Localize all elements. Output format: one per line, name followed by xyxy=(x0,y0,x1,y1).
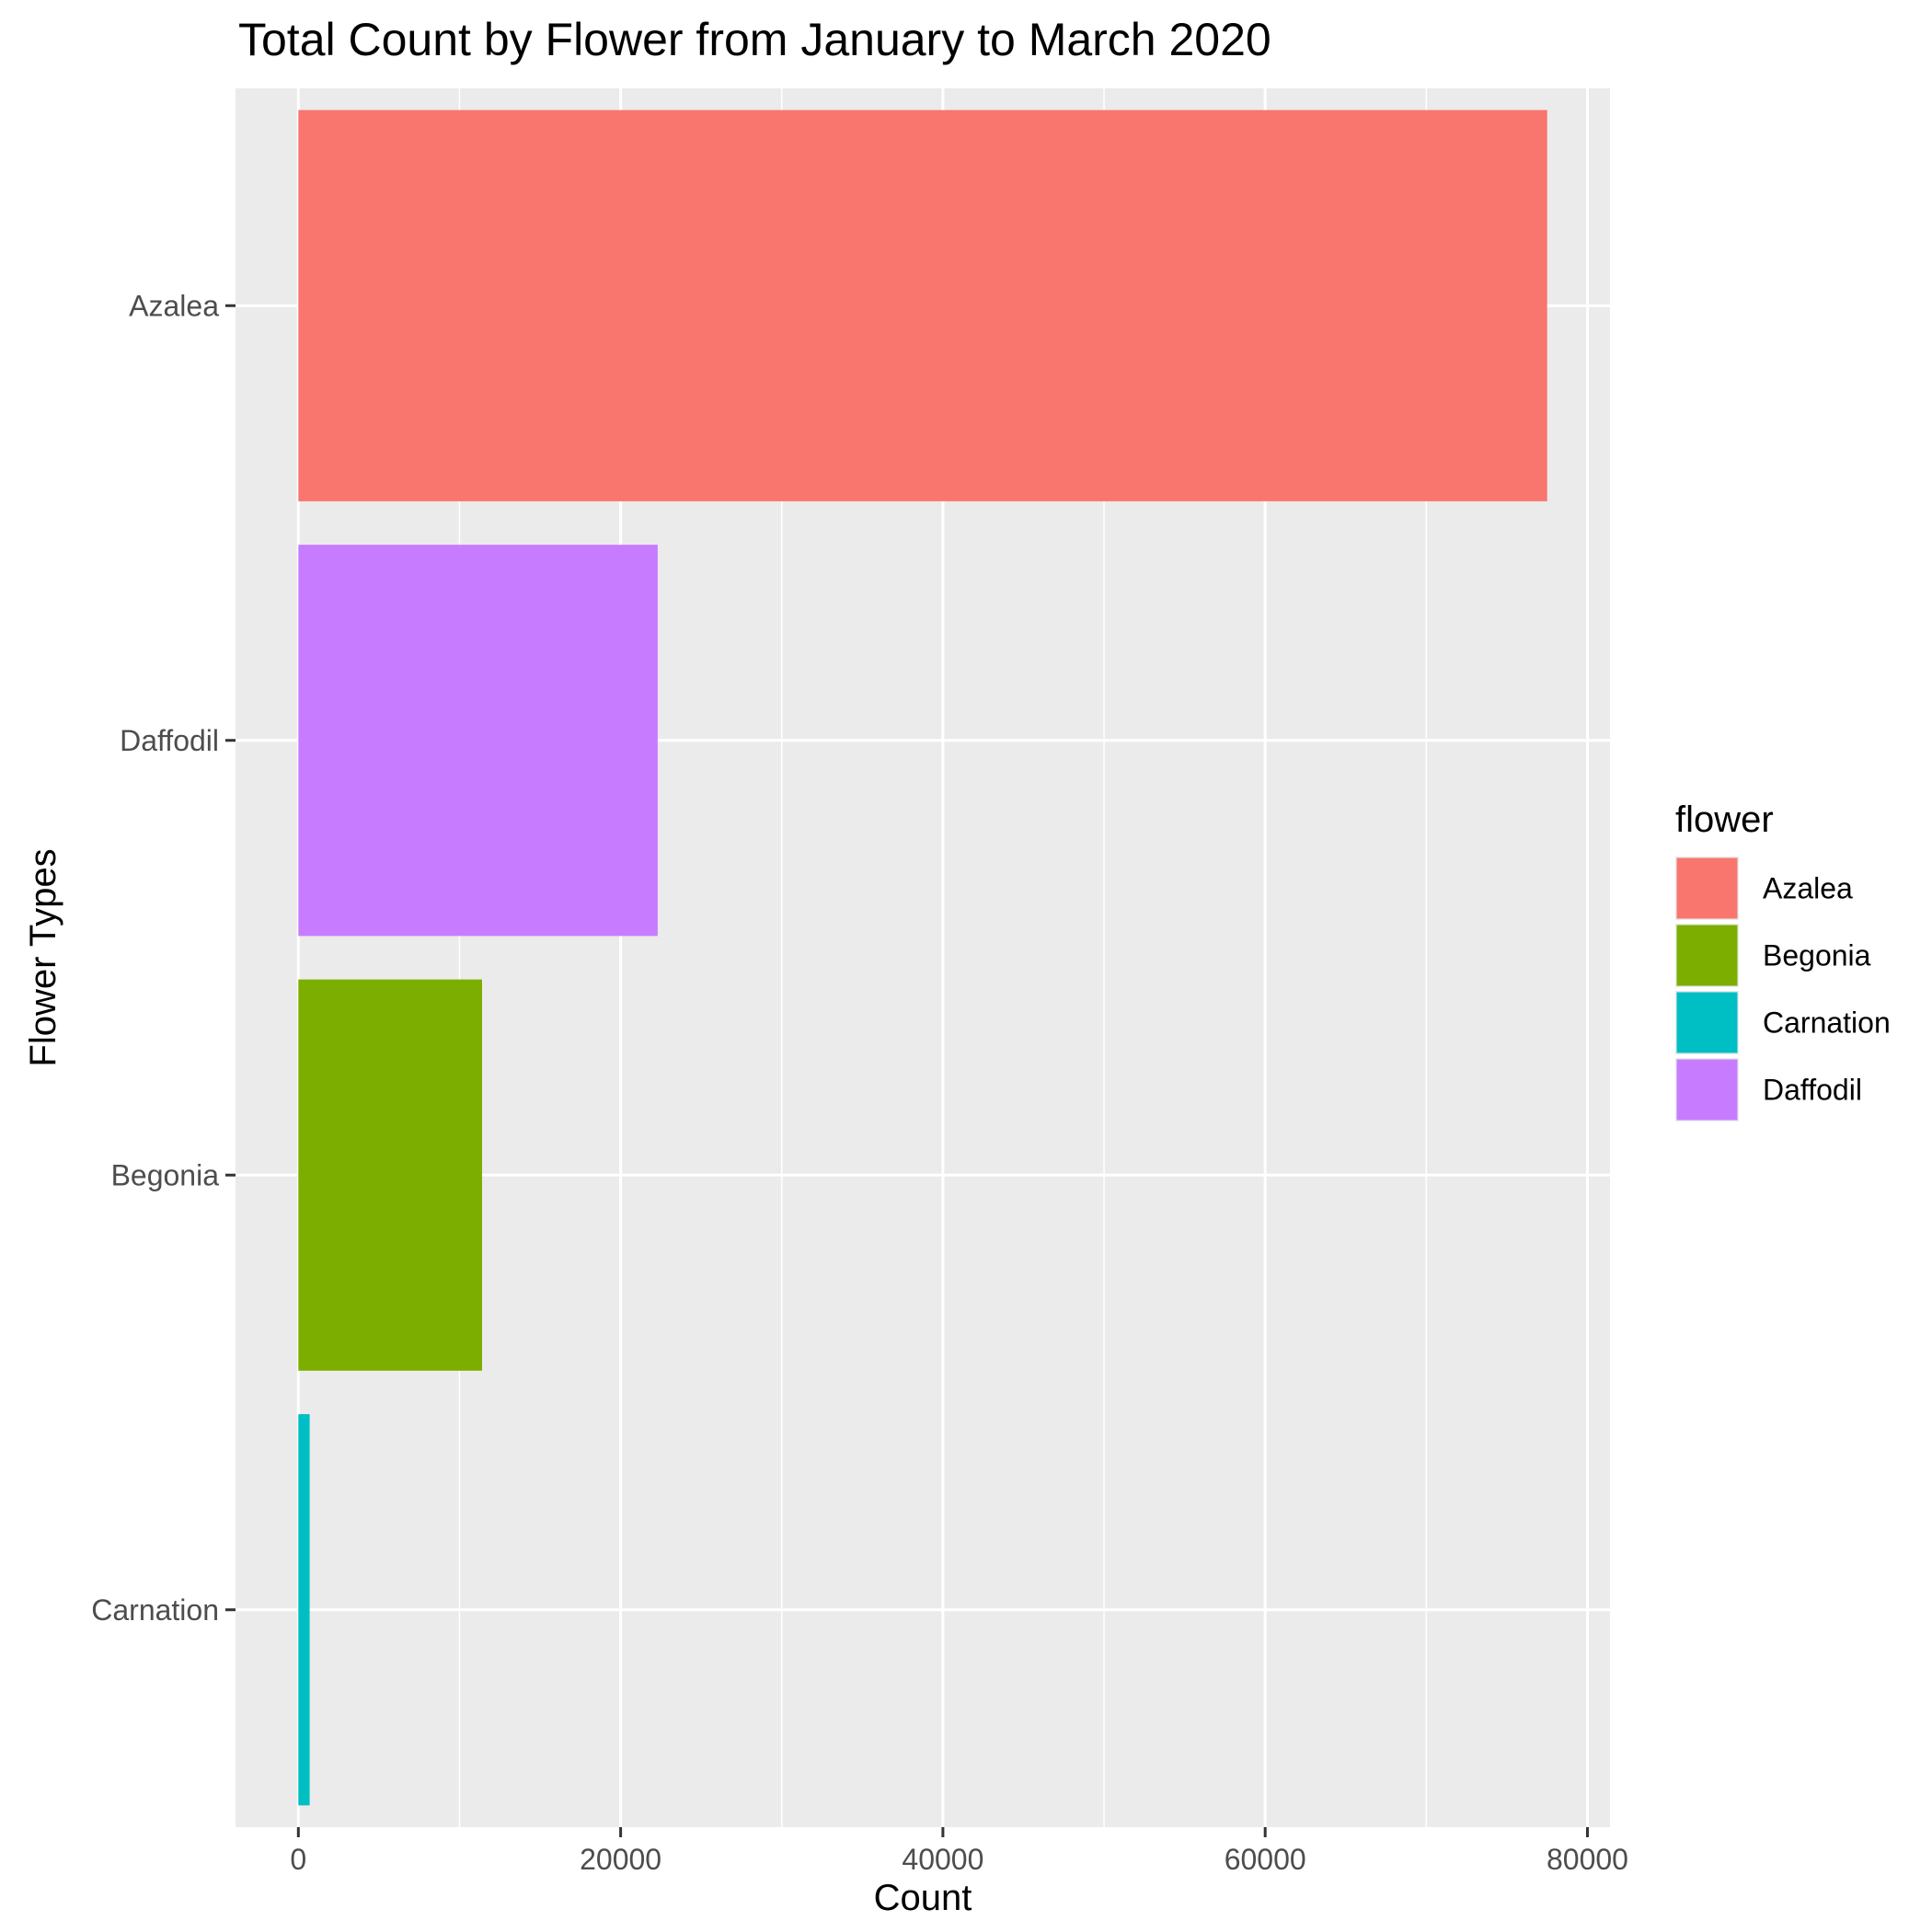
bars xyxy=(298,109,1547,1806)
y-tick-label: Begonia xyxy=(111,1158,220,1191)
chart-title: Total Count by Flower from January to Ma… xyxy=(238,14,1271,65)
x-tick-label: 40000 xyxy=(902,1843,983,1876)
x-tick-label: 80000 xyxy=(1547,1843,1628,1876)
x-axis: 0 20000 40000 60000 80000 xyxy=(290,1827,1628,1876)
legend-label: Carnation xyxy=(1763,1006,1891,1040)
y-tick-label: Azalea xyxy=(129,289,219,322)
y-tick-label: Daffodil xyxy=(120,724,219,757)
x-tick-label: 60000 xyxy=(1225,1843,1306,1876)
legend-key xyxy=(1676,857,1738,919)
x-axis-title: Count xyxy=(874,1878,972,1918)
bar-daffodil xyxy=(298,545,658,937)
y-axis-title: Flower Types xyxy=(23,848,63,1066)
y-axis: Azalea Daffodil Begonia Carnation xyxy=(91,289,236,1627)
legend-title: flower xyxy=(1675,799,1774,840)
y-tick-label: Carnation xyxy=(91,1593,219,1627)
legend-key xyxy=(1676,1059,1738,1121)
legend-label: Azalea xyxy=(1763,872,1853,905)
x-tick-label: 0 xyxy=(290,1843,306,1876)
legend-label: Begonia xyxy=(1763,939,1871,972)
bar-azalea xyxy=(298,109,1547,501)
legend-label: Daffodil xyxy=(1763,1074,1862,1107)
legend-key xyxy=(1676,925,1738,986)
legend-key xyxy=(1676,992,1738,1053)
bar-begonia xyxy=(298,979,482,1371)
legend: flower Azalea Begonia Carnation Daffodil xyxy=(1675,799,1891,1121)
bar-carnation xyxy=(298,1414,310,1806)
x-tick-label: 20000 xyxy=(580,1843,661,1876)
